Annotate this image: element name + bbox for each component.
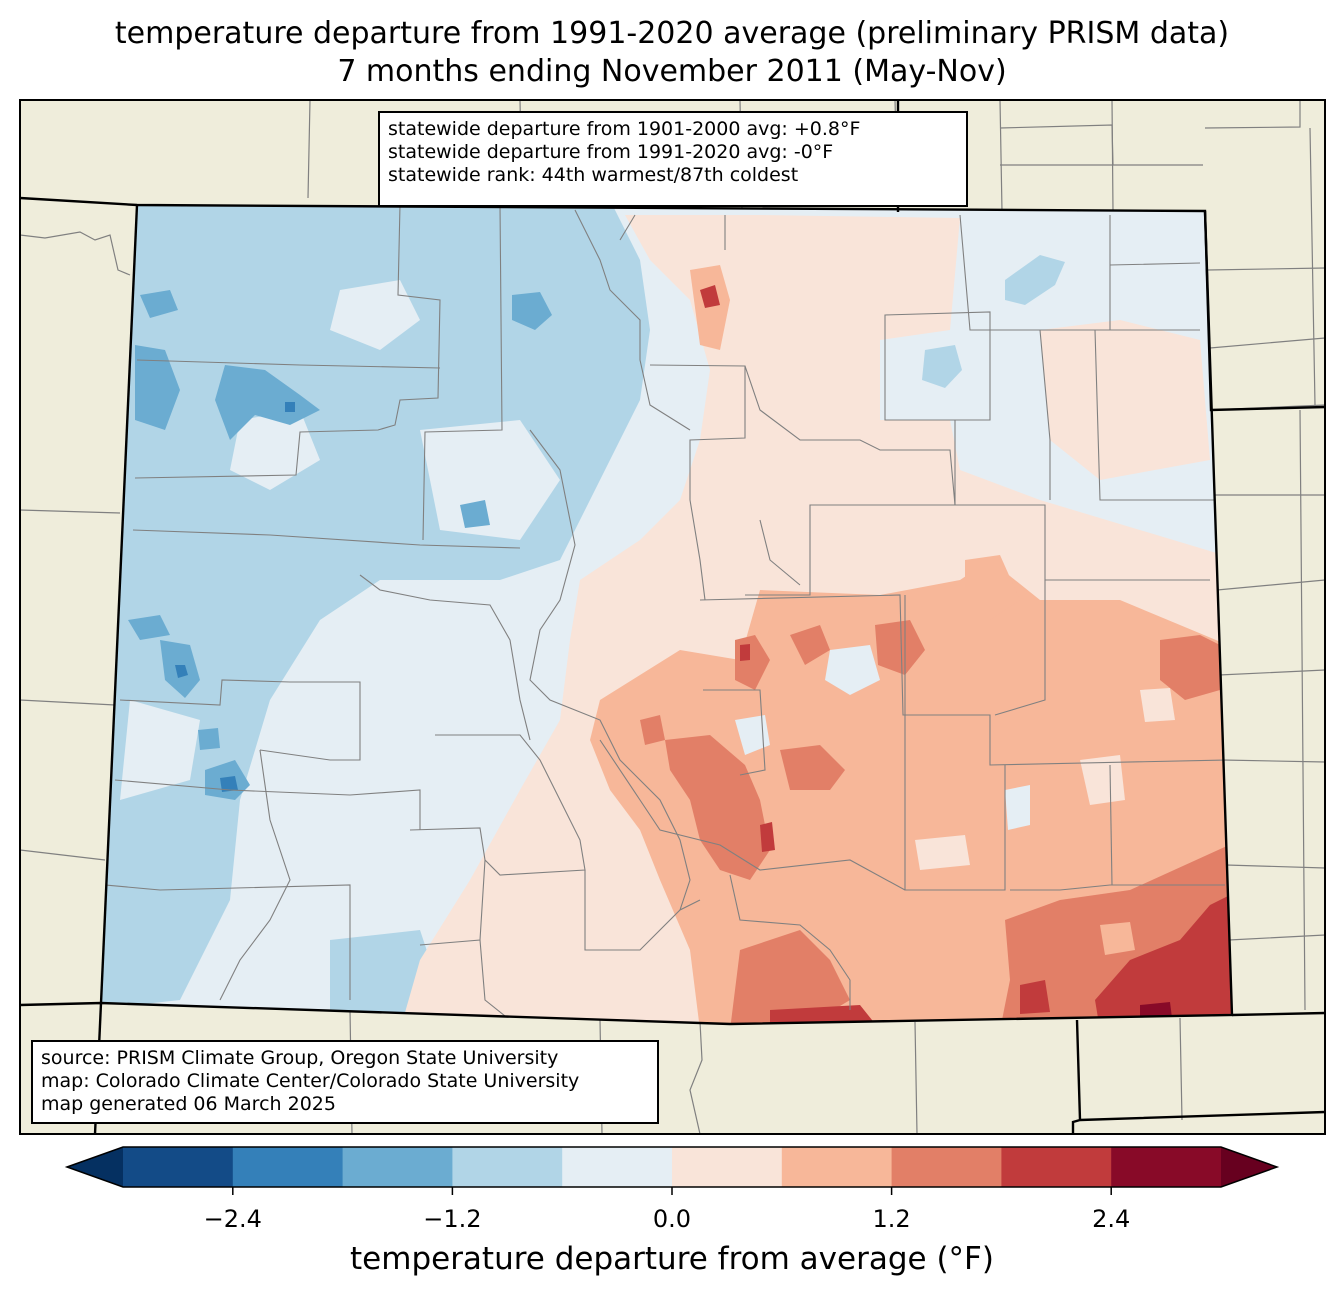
colorbar-tick-label-3: 1.2 <box>872 1205 911 1233</box>
colorbar-bin-7 <box>891 1147 1002 1187</box>
colorbar-bin-3 <box>452 1147 563 1187</box>
colorbar-tick-label-4: 2.4 <box>1092 1205 1131 1233</box>
colorbar-bin-2 <box>342 1147 453 1187</box>
map-title-line2: 7 months ending November 2011 (May-Nov) <box>337 54 1007 89</box>
colorbar-under-arrow <box>67 1147 123 1187</box>
colorbar-outline <box>64 1146 1280 1188</box>
colorbar-bin-5 <box>672 1147 783 1187</box>
colorbar-tick-label-0: −2.4 <box>203 1205 262 1233</box>
credits-source: source: PRISM Climate Group, Oregon Stat… <box>41 1047 559 1069</box>
colorbar-tick-label-2: 0.0 <box>652 1205 692 1233</box>
temperature-field <box>101 205 1232 1024</box>
stats-line-1901-2000: statewide departure from 1901-2000 avg: … <box>388 118 861 140</box>
colorbar-bin-1 <box>232 1147 344 1187</box>
statewide-stats-box: statewide departure from 1901-2000 avg: … <box>378 111 968 207</box>
county-lines <box>104 205 1226 1021</box>
credits-box: source: PRISM Climate Group, Oregon Stat… <box>31 1040 659 1124</box>
credits-generated: map generated 06 March 2025 <box>41 1093 336 1115</box>
colorbar-tick-label-1: −1.2 <box>423 1205 482 1233</box>
colorbar-bin-4 <box>562 1147 673 1187</box>
colorbar-bin-8 <box>1001 1147 1112 1187</box>
colorbar-bin-9 <box>1111 1147 1222 1187</box>
credits-map: map: Colorado Climate Center/Colorado St… <box>41 1070 580 1092</box>
stats-line-1991-2020: statewide departure from 1991-2020 avg: … <box>388 141 834 163</box>
colorbar <box>64 1146 1280 1195</box>
colorbar-bin-6 <box>781 1147 893 1187</box>
stats-line-rank: statewide rank: 44th warmest/87th coldes… <box>388 164 799 186</box>
map-title-line1: temperature departure from 1991-2020 ave… <box>114 16 1230 51</box>
colorbar-bin-0 <box>123 1147 234 1187</box>
map-frame <box>19 99 1326 1135</box>
colorbar-label: temperature departure from average (°F) <box>350 1241 994 1277</box>
colorbar-over-arrow <box>1221 1147 1277 1187</box>
